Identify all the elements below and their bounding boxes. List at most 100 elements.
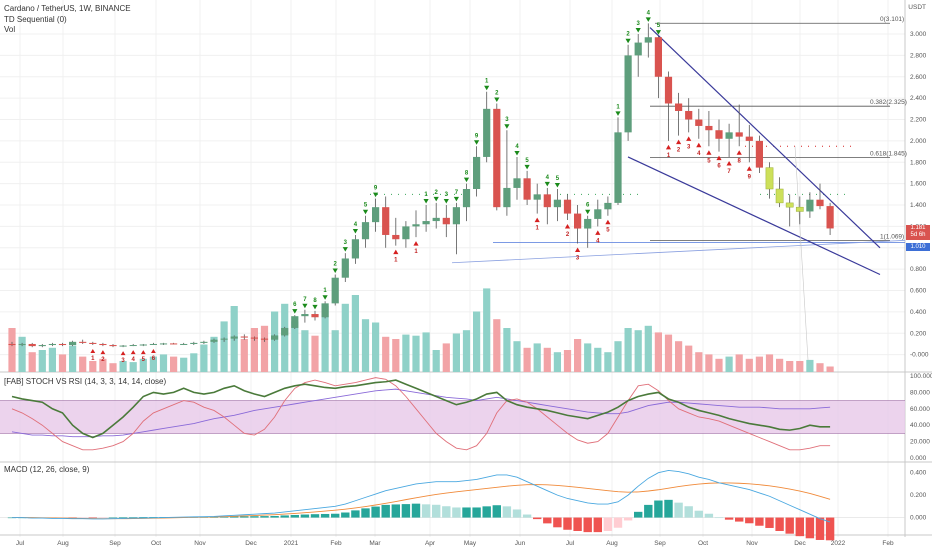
candle-body [139, 344, 147, 346]
volume-bar [685, 345, 693, 372]
macd-histogram-bar [401, 504, 411, 518]
volume-bar [493, 319, 501, 372]
volume-bar [483, 288, 491, 372]
macd-histogram-bar [139, 517, 148, 518]
currency-label: USDT [908, 4, 926, 11]
td-sell-count: 7 [727, 169, 731, 175]
support-price-value: 1.010 [910, 244, 926, 250]
support-price-badge: 1.010 [906, 243, 930, 251]
candle-body [775, 188, 784, 204]
stoch-band [0, 400, 905, 434]
candle-body [281, 327, 289, 336]
macd-histogram-bar [452, 507, 461, 518]
td-buy-arrow [524, 164, 530, 170]
td-buy-arrow [342, 247, 348, 252]
volume-bar [796, 361, 804, 372]
macd-histogram-bar [755, 517, 764, 526]
td-sell-count: 5 [606, 228, 610, 234]
macd-histogram-bar [371, 506, 380, 518]
candle-body [493, 108, 501, 208]
candle-body [664, 76, 673, 104]
td-buy-arrow [544, 181, 550, 187]
td-sell-arrow [716, 155, 722, 161]
rsi-line [11, 388, 831, 438]
volume-bar [311, 335, 319, 372]
volume-bar [190, 353, 198, 372]
macd-histogram-bar [745, 517, 754, 524]
price-tick-label: 2.400 [910, 95, 927, 102]
td-buy-count: 6 [293, 302, 297, 308]
td-buy-count: 5 [364, 203, 368, 209]
macd-histogram-bar [462, 507, 471, 518]
candle-body [483, 108, 491, 157]
cursor-line [794, 146, 809, 361]
td-buy-count: 5 [525, 158, 529, 164]
macd-histogram-bar [684, 506, 693, 518]
macd-histogram-bar [724, 517, 734, 520]
macd-histogram-bar [654, 500, 663, 518]
macd-histogram-bar [644, 504, 653, 518]
td-buy-arrow [423, 199, 429, 204]
td-sell-count: 1 [536, 226, 540, 232]
candle-body [382, 207, 390, 235]
td-buy-count: 1 [424, 192, 428, 198]
candle-body [48, 343, 56, 346]
macd-histogram-bar [492, 505, 501, 518]
volume-bar [412, 335, 420, 372]
macd-histogram-bar [805, 517, 815, 539]
volume-bar [755, 356, 763, 372]
td-buy-count: 2 [334, 262, 338, 268]
stoch-tick-label: 40.000 [910, 422, 930, 429]
macd-histogram-bar [88, 517, 97, 519]
x-tick-label: May [464, 540, 477, 547]
candle-body [69, 341, 77, 346]
macd-histogram-bar [714, 517, 724, 519]
candle-body [452, 207, 460, 225]
volume-bar [604, 352, 612, 372]
candle-body [755, 140, 763, 168]
candle-body [331, 277, 339, 304]
x-tick-label: Oct [151, 540, 161, 547]
td-buy-count: 3 [637, 21, 641, 27]
volume-bar [58, 354, 67, 372]
macd-histogram-bar [522, 514, 532, 518]
volume-bar [250, 328, 258, 372]
volume-bar [473, 311, 481, 372]
candle-body [119, 345, 127, 347]
candle-body [715, 130, 723, 139]
volume-bar [240, 339, 248, 372]
td-buy-arrow [433, 196, 439, 202]
td-sell-arrow [665, 144, 672, 150]
macd-tick-label: 0.400 [910, 470, 927, 477]
price-tick-label: 1.600 [910, 181, 927, 188]
volume-bar [725, 356, 733, 372]
volume-bar [715, 358, 723, 372]
volume-bar [200, 344, 208, 372]
price-tick-label: 3.000 [910, 31, 927, 38]
td-sell-count: 2 [101, 357, 105, 363]
td-sell-count: 1 [394, 258, 398, 264]
stoch-tick-label: 80.000 [910, 389, 930, 396]
td-buy-count: 3 [445, 192, 449, 198]
td-buy-arrow [474, 140, 480, 145]
candle-body [402, 226, 410, 240]
td-sell-arrow [686, 136, 692, 141]
candle-body [190, 342, 198, 344]
td-sell-count: 2 [566, 232, 570, 238]
macd-histogram-bar [694, 510, 703, 518]
price-tick-label: 2.200 [910, 117, 927, 124]
td-sell-count: 1 [91, 356, 95, 362]
candle-body [291, 316, 299, 328]
volume-bar [624, 328, 632, 372]
macd-histogram-bar [502, 506, 512, 518]
candle-body [685, 110, 693, 120]
volume-bar [826, 366, 834, 372]
macd-histogram-bar [482, 506, 491, 518]
volume-bar [452, 333, 460, 372]
last-price-value: 1.181 [910, 225, 926, 231]
macd-histogram-bar [472, 507, 481, 518]
candle-body [563, 199, 572, 214]
macd-histogram-bar [593, 517, 602, 533]
td-sell-count: 3 [687, 144, 691, 150]
